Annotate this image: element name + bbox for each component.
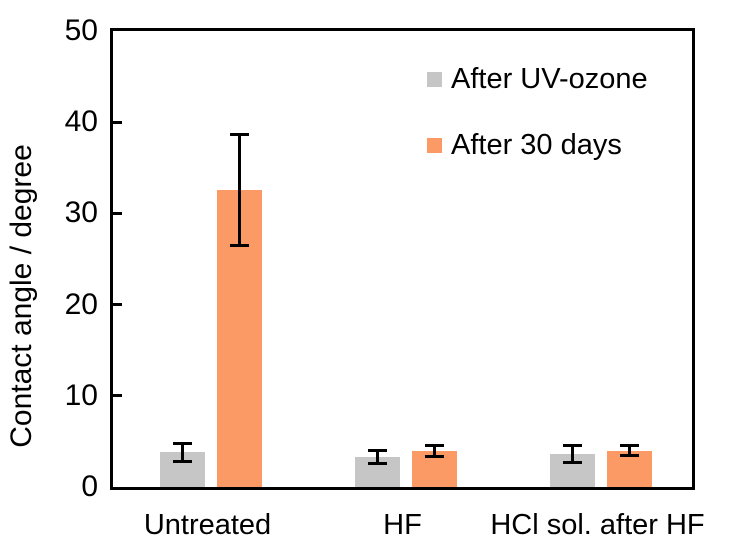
y-tick-label-20: 20: [64, 287, 98, 321]
y-tick-mark-30: [113, 211, 122, 215]
y-tick-mark-20: [113, 303, 122, 307]
error-bar-cap-bottom: [619, 454, 639, 458]
y-tick-label-30: 30: [64, 196, 98, 230]
x-category-label-untreated: Untreated: [143, 509, 272, 541]
error-bar-cap-bottom: [424, 455, 444, 459]
legend-item-after-30-days: After 30 days: [427, 128, 648, 162]
error-bar-cap-top: [424, 444, 444, 448]
y-tick-mark-40: [113, 120, 122, 124]
y-tick-label-50: 50: [64, 14, 98, 47]
legend: After UV-ozone After 30 days: [427, 62, 648, 194]
error-bar-cap-top: [562, 444, 582, 448]
error-bar-cap-top: [367, 449, 387, 453]
error-bar-cap-bottom: [172, 459, 192, 463]
plot-inner: [113, 31, 692, 487]
error-bar-cap-top: [229, 132, 249, 136]
error-bar-cap-bottom: [229, 243, 249, 247]
error-bar-line: [627, 445, 631, 456]
y-tick-label-0: 0: [81, 470, 98, 503]
error-bar-line: [570, 445, 574, 463]
y-tick-mark-10: [113, 394, 122, 398]
error-bar-line: [432, 445, 436, 457]
legend-swatch-icon: [427, 137, 442, 153]
legend-swatch-icon: [427, 71, 442, 87]
y-tick-label-40: 40: [64, 105, 98, 139]
legend-label: After 30 days: [451, 128, 622, 161]
plot-area: [110, 28, 695, 490]
x-category-label-hf: HF: [383, 509, 422, 541]
error-bar-line: [375, 450, 379, 464]
y-tick-label-10: 10: [64, 378, 98, 412]
error-bar-line: [237, 134, 241, 246]
legend-item-after-uv-ozone: After UV-ozone: [427, 62, 648, 96]
error-bar-cap-top: [172, 441, 192, 445]
error-bar-line: [180, 443, 184, 462]
error-bar-cap-bottom: [367, 461, 387, 465]
error-bar-cap-top: [619, 443, 639, 447]
legend-label: After UV-ozone: [451, 62, 648, 95]
error-bar-cap-bottom: [562, 460, 582, 464]
x-category-label-hcl-sol-after-hf: HCl sol. after HF: [490, 509, 705, 541]
